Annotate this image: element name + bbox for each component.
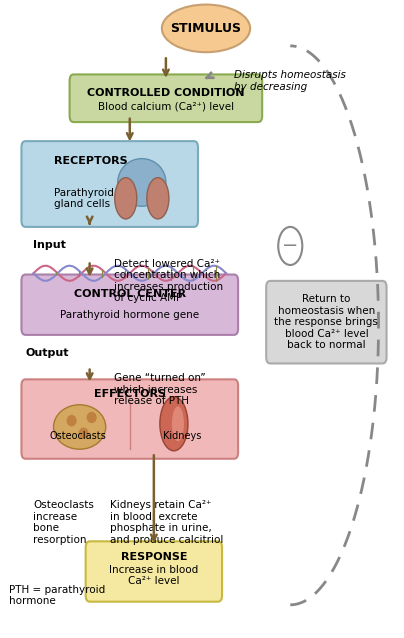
Text: EFFECTORS: EFFECTORS xyxy=(94,389,166,399)
Ellipse shape xyxy=(79,427,88,439)
Text: Detect lowered Ca²⁺
concentration which
increases production
of cyclic AMP: Detect lowered Ca²⁺ concentration which … xyxy=(114,258,223,304)
FancyBboxPatch shape xyxy=(69,75,262,122)
Ellipse shape xyxy=(86,412,97,423)
Text: Gene “turned on”
which increases
release of PTH: Gene “turned on” which increases release… xyxy=(114,373,205,406)
Ellipse shape xyxy=(67,415,77,426)
Ellipse shape xyxy=(54,404,106,449)
Circle shape xyxy=(278,227,302,265)
Text: Increase in blood
Ca²⁺ level: Increase in blood Ca²⁺ level xyxy=(109,565,198,586)
Text: Kidneys retain Ca²⁺
in blood, excrete
phosphate in urine,
and produce calcitriol: Kidneys retain Ca²⁺ in blood, excrete ph… xyxy=(110,500,223,545)
Text: Osteoclasts: Osteoclasts xyxy=(49,431,106,441)
Text: RECEPTORS: RECEPTORS xyxy=(54,156,127,166)
Ellipse shape xyxy=(118,159,166,206)
Ellipse shape xyxy=(160,397,188,451)
FancyBboxPatch shape xyxy=(21,141,198,227)
Text: Kidneys: Kidneys xyxy=(163,431,201,441)
Text: CONTROL CENTER: CONTROL CENTER xyxy=(74,289,186,299)
Text: −: − xyxy=(282,237,299,255)
Text: Return to
homeostasis when
the response brings
blood Ca²⁺ level
back to normal: Return to homeostasis when the response … xyxy=(274,294,378,350)
Text: CONTROLLED CONDITION: CONTROLLED CONDITION xyxy=(87,88,245,98)
Text: RESPONSE: RESPONSE xyxy=(121,553,187,562)
FancyBboxPatch shape xyxy=(21,274,238,335)
Ellipse shape xyxy=(115,177,137,219)
Text: Output: Output xyxy=(25,348,69,357)
Text: Parathyroid
gland cells: Parathyroid gland cells xyxy=(54,188,114,209)
FancyBboxPatch shape xyxy=(21,380,238,459)
Ellipse shape xyxy=(172,406,184,441)
Text: STIMULUS: STIMULUS xyxy=(170,22,242,35)
Ellipse shape xyxy=(147,177,169,219)
Text: Parathyroid hormone gene: Parathyroid hormone gene xyxy=(60,310,199,320)
FancyBboxPatch shape xyxy=(266,281,387,364)
Text: Disrupts homeostasis
by decreasing: Disrupts homeostasis by decreasing xyxy=(234,70,346,92)
Text: Input: Input xyxy=(34,240,66,249)
Ellipse shape xyxy=(162,4,250,52)
Text: Blood calcium (Ca²⁺) level: Blood calcium (Ca²⁺) level xyxy=(98,102,234,112)
Text: Osteoclasts
increase
bone
resorption: Osteoclasts increase bone resorption xyxy=(34,500,95,545)
FancyBboxPatch shape xyxy=(86,541,222,602)
Text: PTH = parathyroid
hormone: PTH = parathyroid hormone xyxy=(9,584,106,606)
